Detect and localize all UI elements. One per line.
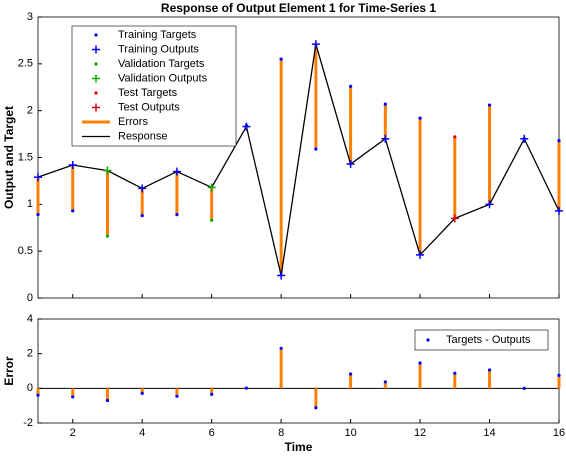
target-dot bbox=[105, 234, 110, 238]
target-dot bbox=[140, 213, 144, 218]
target-dot bbox=[314, 147, 318, 151]
output-marker bbox=[311, 40, 320, 49]
legend-symbol bbox=[94, 62, 98, 66]
legend-label: Training Outputs bbox=[118, 43, 199, 55]
legend-box bbox=[71, 25, 237, 147]
output-marker bbox=[172, 167, 181, 176]
output-marker bbox=[555, 206, 563, 215]
stem-dot bbox=[418, 361, 422, 365]
target-dot bbox=[383, 102, 387, 106]
stem-dot bbox=[210, 392, 214, 396]
target-dot bbox=[487, 103, 492, 107]
target-dot bbox=[36, 213, 40, 217]
stem-dot bbox=[36, 393, 40, 397]
output-marker bbox=[277, 271, 286, 280]
x-tick-label: 16 bbox=[553, 427, 565, 439]
y-tick-label: -2 bbox=[23, 417, 33, 429]
target-dot bbox=[175, 213, 179, 217]
output-marker bbox=[346, 160, 355, 169]
x-tick-label: 4 bbox=[139, 427, 145, 439]
output-marker bbox=[103, 166, 112, 175]
stem-dot bbox=[71, 395, 75, 399]
output-marker bbox=[381, 134, 390, 143]
legend-label: Response bbox=[118, 130, 168, 142]
stem-dot bbox=[557, 373, 561, 377]
stem-dot bbox=[175, 394, 179, 398]
legend-label: Targets - Outputs bbox=[446, 334, 531, 346]
stem-dot bbox=[453, 371, 457, 375]
legend-symbol bbox=[92, 45, 100, 54]
output-marker bbox=[242, 122, 251, 131]
y-tick-label: 0.5 bbox=[18, 245, 33, 257]
legend-label: Training Targets bbox=[118, 29, 197, 41]
y-tick-label: 2 bbox=[27, 105, 33, 117]
target-dot bbox=[418, 116, 422, 120]
legend-label: Validation Outputs bbox=[118, 72, 208, 84]
y-tick-label: 4 bbox=[27, 313, 33, 325]
stem-dot bbox=[522, 386, 526, 390]
target-dot bbox=[210, 218, 214, 222]
legend-symbol bbox=[92, 74, 100, 83]
x-tick-label: 12 bbox=[414, 427, 426, 439]
x-tick-label: 14 bbox=[483, 427, 495, 439]
stem-dot bbox=[349, 372, 353, 376]
y-tick-label: 2 bbox=[27, 348, 33, 360]
target-dot bbox=[279, 57, 283, 61]
x-tick-label: 2 bbox=[70, 427, 76, 439]
y-tick-label: 0 bbox=[27, 382, 33, 394]
target-dot bbox=[349, 84, 353, 88]
target-dot bbox=[557, 139, 561, 143]
target-dot bbox=[71, 209, 75, 213]
legend-label: Errors bbox=[118, 116, 148, 128]
output-marker bbox=[68, 160, 77, 169]
x-tick-label: 6 bbox=[209, 427, 215, 439]
x-tick-label: 10 bbox=[344, 427, 356, 439]
stem-dot bbox=[105, 398, 110, 403]
output-marker bbox=[416, 250, 425, 259]
y-axis-label: Output and Target bbox=[2, 106, 16, 209]
y-tick-label: 2.5 bbox=[18, 58, 33, 70]
y-axis-label: Error bbox=[2, 356, 16, 386]
x-tick-label: 8 bbox=[278, 427, 284, 439]
y-tick-label: 0 bbox=[27, 292, 33, 304]
x-axis-label: Time bbox=[285, 440, 313, 454]
y-tick-label: 3 bbox=[27, 11, 33, 23]
output-marker bbox=[138, 184, 147, 193]
legend-label: Test Targets bbox=[118, 87, 178, 99]
legend-symbol bbox=[94, 91, 98, 95]
output-marker bbox=[207, 183, 216, 192]
legend-symbol bbox=[92, 103, 100, 112]
stem-dot bbox=[244, 386, 248, 390]
legend-label: Validation Targets bbox=[118, 58, 205, 70]
target-dot bbox=[453, 135, 457, 139]
legend-symbol bbox=[426, 338, 430, 342]
stem-dot bbox=[383, 380, 387, 384]
y-tick-label: 1 bbox=[27, 198, 33, 210]
response-line bbox=[37, 43, 560, 276]
output-marker bbox=[520, 134, 529, 143]
stem-dot bbox=[279, 346, 283, 350]
output-marker bbox=[450, 214, 459, 223]
stem-dot bbox=[314, 406, 318, 410]
legend-symbol bbox=[94, 33, 98, 37]
legend-box bbox=[414, 329, 549, 351]
chart-title: Response of Output Element 1 for Time-Se… bbox=[161, 1, 437, 15]
legend-label: Test Outputs bbox=[118, 101, 180, 113]
stem-dot bbox=[487, 368, 492, 372]
y-tick-label: 1.5 bbox=[18, 151, 33, 163]
output-marker bbox=[485, 200, 494, 209]
output-marker bbox=[34, 173, 42, 182]
stem-dot bbox=[140, 391, 144, 395]
